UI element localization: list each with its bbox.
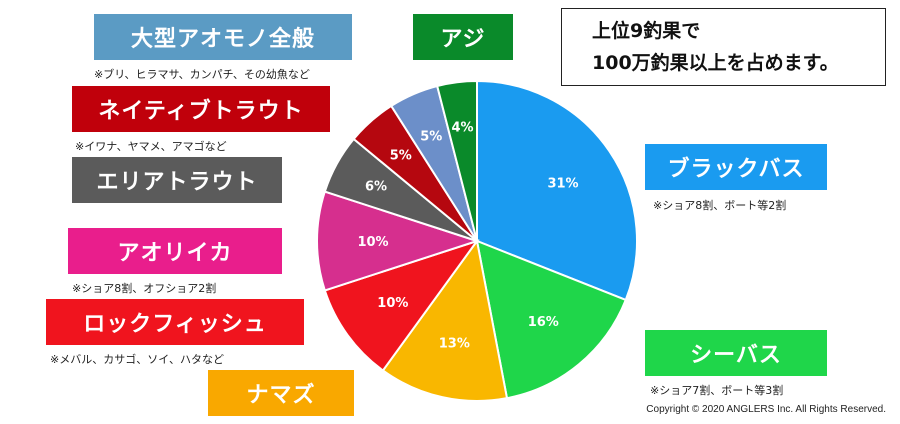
pie-slice [476, 79, 638, 302]
note-aori: ※ショア8割、オフショア2割 [72, 282, 217, 295]
label-native-trout: ネイティブトラウト [72, 86, 330, 132]
note-black-bass: ※ショア8割、ボート等2割 [653, 199, 787, 212]
slice-label: 4% [452, 121, 474, 136]
pie-slice [316, 190, 481, 292]
slice-label: 5% [390, 149, 412, 164]
label-aori: アオリイカ [68, 228, 282, 274]
slice-label: 10% [377, 296, 408, 311]
pie-slice [323, 239, 480, 372]
slice-label: 6% [365, 180, 387, 195]
label-aomono: 大型アオモノ全般 [94, 14, 352, 60]
slice-label: 10% [357, 235, 388, 250]
note-seabass: ※ショア7割、ボート等3割 [650, 384, 784, 397]
pie-slice [381, 238, 509, 402]
note-aomono: ※ブリ、ヒラマサ、カンパチ、その幼魚など [94, 68, 310, 81]
slice-label: 13% [439, 336, 470, 351]
label-aji: アジ [413, 14, 513, 60]
pie-slice [435, 79, 478, 242]
pie-slice [475, 239, 628, 400]
label-area-trout: エリアトラウト [72, 157, 282, 203]
note-native-trout: ※イワナ、ヤマメ、アマゴなど [75, 140, 227, 153]
info-line-2: 100万釣果以上を占めます。 [592, 52, 839, 74]
info-box: 上位9釣果で 100万釣果以上を占めます。 [561, 8, 886, 86]
label-seabass: シーバス [645, 330, 827, 376]
slice-label: 5% [420, 129, 442, 144]
copyright-text: Copyright © 2020 ANGLERS Inc. All Rights… [646, 404, 886, 415]
label-namazu: ナマズ [208, 370, 354, 416]
label-black-bass: ブラックバス [645, 144, 827, 190]
info-line-1: 上位9釣果で [592, 20, 701, 42]
label-rock: ロックフィッシュ [46, 299, 304, 345]
slice-label: 31% [547, 177, 578, 192]
note-rock: ※メバル、カサゴ、ソイ、ハタなど [50, 353, 224, 366]
slice-label: 16% [528, 315, 559, 330]
